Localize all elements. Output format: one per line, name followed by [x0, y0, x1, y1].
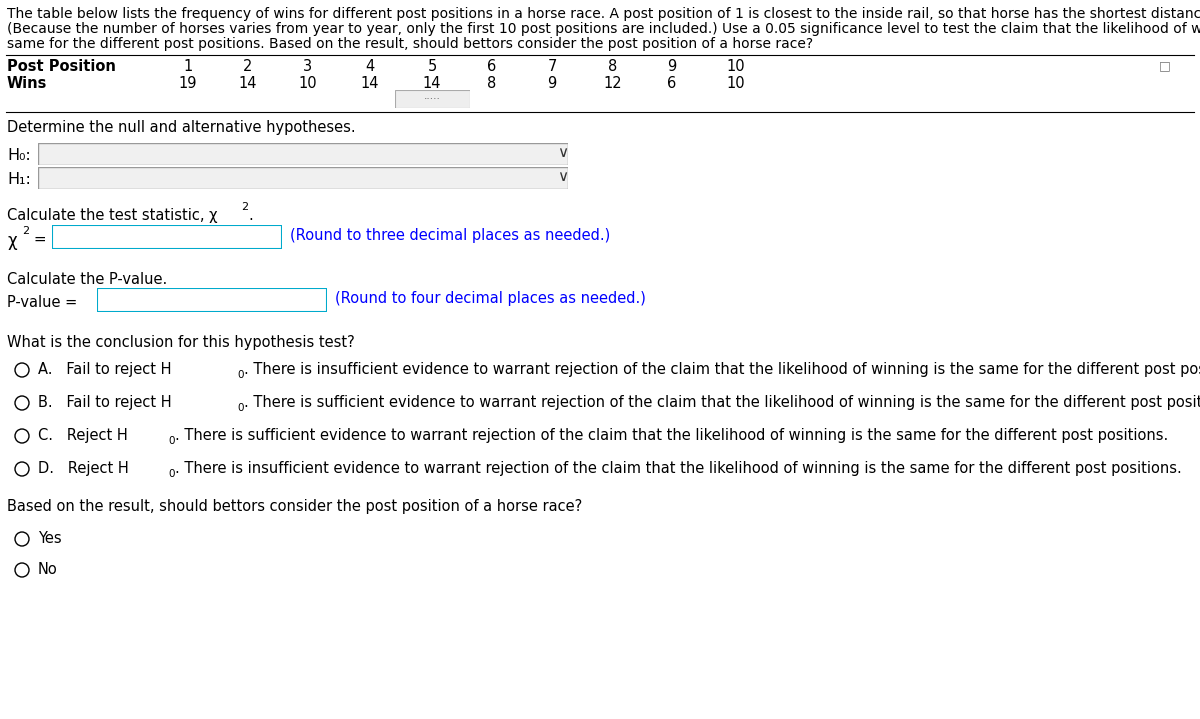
Text: 1: 1: [184, 59, 193, 74]
Text: 7: 7: [547, 59, 557, 74]
Text: 8: 8: [608, 59, 618, 74]
Text: 12: 12: [604, 76, 623, 91]
Text: H₀:: H₀:: [7, 148, 31, 163]
Text: same for the different post positions. Based on the result, should bettors consi: same for the different post positions. B…: [7, 37, 814, 51]
Text: □: □: [1159, 59, 1171, 72]
Text: What is the conclusion for this hypothesis test?: What is the conclusion for this hypothes…: [7, 335, 355, 350]
Text: 9: 9: [667, 59, 677, 74]
Text: Calculate the P-value.: Calculate the P-value.: [7, 272, 167, 287]
Text: P-value =: P-value =: [7, 295, 77, 310]
Text: .....: .....: [424, 91, 440, 101]
Text: H₁:: H₁:: [7, 172, 31, 187]
Text: (Because the number of horses varies from year to year, only the first 10 post p: (Because the number of horses varies fro…: [7, 22, 1200, 36]
Text: =: =: [29, 232, 47, 247]
Text: ∨: ∨: [558, 145, 569, 160]
Text: 0: 0: [168, 469, 174, 479]
Text: No: No: [38, 562, 58, 577]
Text: 8: 8: [487, 76, 497, 91]
Text: Determine the null and alternative hypotheses.: Determine the null and alternative hypot…: [7, 120, 355, 135]
Text: 0: 0: [238, 370, 244, 380]
Text: D.   Reject H: D. Reject H: [38, 461, 128, 476]
Text: The table below lists the frequency of wins for different post positions in a ho: The table below lists the frequency of w…: [7, 7, 1200, 21]
Text: B.   Fail to reject H: B. Fail to reject H: [38, 395, 172, 410]
Text: 4: 4: [365, 59, 374, 74]
Text: 5: 5: [427, 59, 437, 74]
Text: 6: 6: [667, 76, 677, 91]
Text: 10: 10: [727, 76, 745, 91]
Text: . There is insufficient evidence to warrant rejection of the claim that the like: . There is insufficient evidence to warr…: [244, 362, 1200, 377]
Text: C.   Reject H: C. Reject H: [38, 428, 127, 443]
Text: (Round to four decimal places as needed.): (Round to four decimal places as needed.…: [335, 291, 646, 306]
Text: Calculate the test statistic, χ: Calculate the test statistic, χ: [7, 208, 217, 223]
Text: 2: 2: [241, 202, 248, 212]
Text: 6: 6: [487, 59, 497, 74]
Text: A.   Fail to reject H: A. Fail to reject H: [38, 362, 172, 377]
Text: ∨: ∨: [558, 169, 569, 184]
Text: Wins: Wins: [7, 76, 47, 91]
Text: 9: 9: [547, 76, 557, 91]
Text: 3: 3: [304, 59, 312, 74]
Text: 14: 14: [239, 76, 257, 91]
Text: Based on the result, should bettors consider the post position of a horse race?: Based on the result, should bettors cons…: [7, 499, 582, 514]
Text: 14: 14: [422, 76, 442, 91]
Text: (Round to three decimal places as needed.): (Round to three decimal places as needed…: [290, 228, 611, 243]
Text: 14: 14: [361, 76, 379, 91]
Text: . There is sufficient evidence to warrant rejection of the claim that the likeli: . There is sufficient evidence to warran…: [244, 395, 1200, 410]
Text: 0: 0: [238, 403, 244, 413]
Text: . There is sufficient evidence to warrant rejection of the claim that the likeli: . There is sufficient evidence to warran…: [175, 428, 1169, 443]
Text: . There is insufficient evidence to warrant rejection of the claim that the like: . There is insufficient evidence to warr…: [175, 461, 1182, 476]
Text: Yes: Yes: [38, 531, 61, 546]
Text: 19: 19: [179, 76, 197, 91]
Text: Post Position: Post Position: [7, 59, 116, 74]
Text: .: .: [248, 208, 253, 223]
Text: 0: 0: [168, 436, 174, 446]
Text: 10: 10: [299, 76, 317, 91]
Text: 2: 2: [244, 59, 253, 74]
Text: χ: χ: [7, 232, 17, 250]
Text: 2: 2: [22, 226, 29, 236]
Text: 10: 10: [727, 59, 745, 74]
